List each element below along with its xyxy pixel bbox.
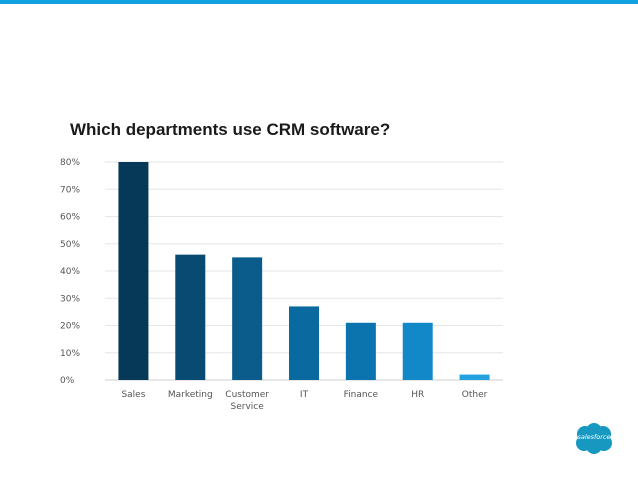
top-accent-bar xyxy=(0,0,638,4)
bar-other xyxy=(459,374,490,380)
bar-customer-service xyxy=(232,257,263,380)
cloud-icon xyxy=(576,423,612,454)
logo-text: salesforce xyxy=(577,433,611,441)
x-category-label: Customer xyxy=(225,390,269,400)
salesforce-logo: salesforce xyxy=(574,422,614,456)
y-tick-label: 20% xyxy=(60,322,80,332)
x-category-label: HR xyxy=(411,390,424,400)
y-tick-label: 40% xyxy=(60,267,80,277)
bar-hr xyxy=(402,322,433,380)
bar-finance xyxy=(345,322,376,380)
y-tick-label: 30% xyxy=(60,294,80,304)
x-category-label: Sales xyxy=(121,390,145,400)
y-tick-label: 70% xyxy=(60,185,80,195)
bar-marketing xyxy=(175,254,206,380)
y-tick-label: 60% xyxy=(60,213,80,223)
bar-it xyxy=(289,306,319,380)
chart-title: Which departments use CRM software? xyxy=(70,120,391,139)
x-category-label: Other xyxy=(462,390,488,400)
x-category-label: Service xyxy=(231,402,265,412)
bar-sales xyxy=(118,162,149,380)
x-category-label: IT xyxy=(300,390,309,400)
y-tick-label: 0% xyxy=(60,376,75,386)
x-category-label: Marketing xyxy=(168,390,213,400)
y-tick-label: 80% xyxy=(60,158,80,168)
y-tick-label: 50% xyxy=(60,240,80,250)
x-category-label: Finance xyxy=(344,390,379,400)
y-tick-label: 10% xyxy=(60,349,80,359)
